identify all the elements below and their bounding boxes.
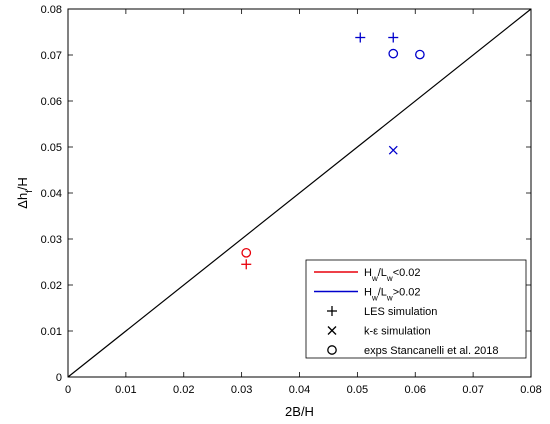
x-tick-label: 0.05 (347, 384, 368, 396)
data-point-circle (415, 49, 425, 60)
y-axis-label: Δhf/H (15, 177, 34, 208)
y-tick-label: 0.02 (41, 280, 62, 292)
data-point-circle (241, 247, 252, 258)
x-tick-label: 0.08 (520, 384, 541, 396)
x-tick-labels: 0 0.01 0.02 0.03 0.04 0.05 0.06 0.07 0.08 (65, 384, 542, 396)
x-axis-label: 2B/H (285, 404, 314, 419)
legend-label: exps Stancanelli et al. 2018 (364, 345, 499, 357)
y-tick-label: 0.08 (41, 4, 62, 16)
cross-b (388, 145, 398, 155)
data-point-cross (388, 145, 398, 155)
data-point-circle (388, 48, 399, 59)
legend-box (305, 259, 527, 359)
legend-marker-circle (327, 345, 337, 355)
data-point-plus (355, 32, 366, 43)
x-tick-label: 0.01 (115, 384, 136, 396)
y-tick-label: 0.03 (41, 234, 62, 246)
x-tick-label: 0.06 (405, 384, 426, 396)
legend-label: LES simulation (364, 306, 437, 318)
data-point-plus (241, 259, 252, 270)
y-tick-label: 0.07 (41, 50, 62, 62)
y-tick-label: 0.05 (41, 142, 62, 154)
x-tick-label: 0.07 (462, 384, 483, 396)
legend-label: k-ε simulation (364, 326, 431, 338)
legend-label: Hw/Lw>0.02 (364, 287, 421, 303)
reference-line (67, 8, 532, 378)
y-tick-label: 0.06 (41, 96, 62, 108)
data-points (241, 32, 425, 270)
y-tick-label: 0.04 (41, 188, 62, 200)
y-tick-labels: 0 0.01 0.02 0.03 0.04 0.05 0.06 0.07 0.08 (41, 4, 62, 384)
x-tick-label: 0.04 (289, 384, 310, 396)
y-tick-label: 0.01 (41, 326, 62, 338)
x-tick-label: 0.02 (173, 384, 194, 396)
cross-b (327, 326, 337, 335)
plot-frame (67, 8, 532, 378)
legend-marker-plus (327, 306, 337, 316)
x-tick-label: 0.03 (231, 384, 252, 396)
x-tick-label: 0 (65, 384, 71, 396)
data-point-plus (388, 32, 399, 43)
legend-label: Hw/Lw<0.02 (364, 267, 421, 283)
y-tick-label: 0 (56, 372, 62, 384)
legend: Hw/Lw<0.02 Hw/Lw>0.02 LES simulation k-ε si… (305, 259, 527, 359)
legend-marker-cross (327, 326, 337, 335)
